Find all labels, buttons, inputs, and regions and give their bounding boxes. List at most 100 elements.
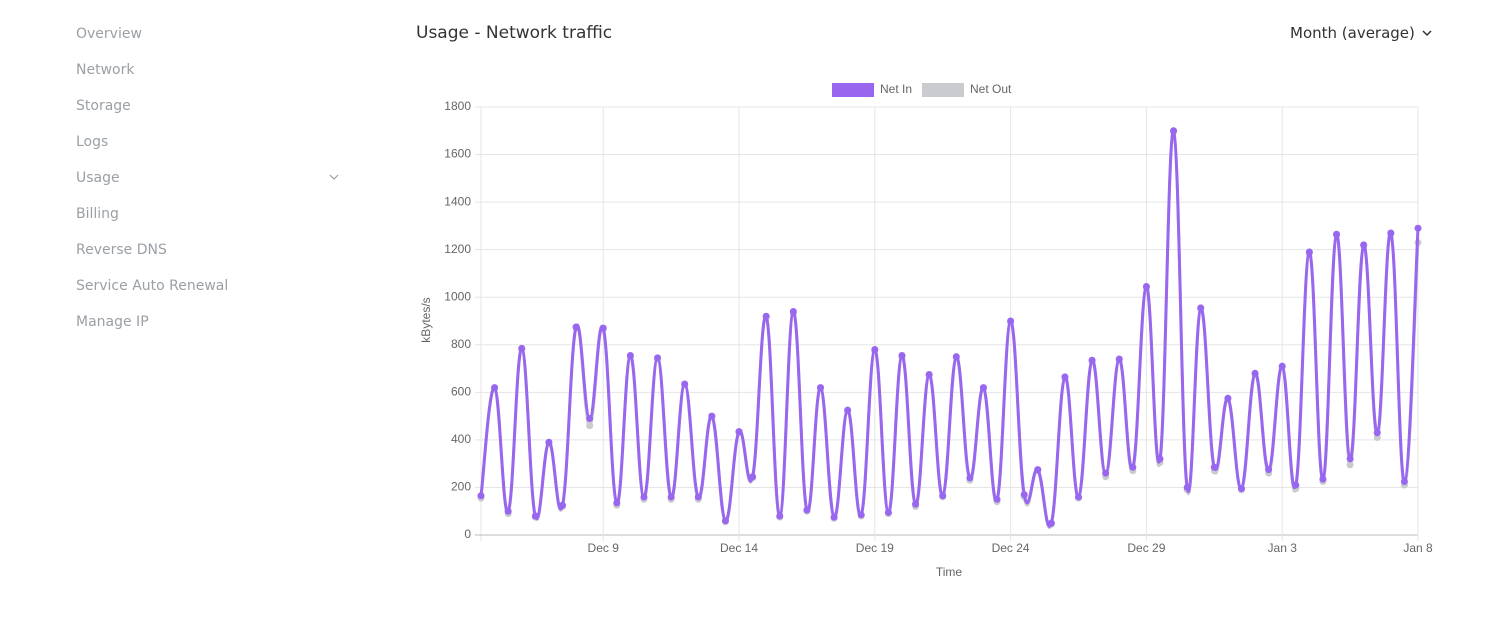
nav-item[interactable]: Overview xyxy=(76,26,346,62)
data-point xyxy=(993,495,1001,503)
nav-label[interactable]: Network xyxy=(76,62,135,78)
y-tick-label: 1000 xyxy=(444,289,471,303)
nav-item[interactable]: Reverse DNS xyxy=(76,242,346,278)
x-tick-label: Dec 24 xyxy=(992,541,1030,555)
data-point xyxy=(1346,455,1354,463)
nav-label[interactable]: Overview xyxy=(76,26,142,42)
data-point xyxy=(898,351,906,359)
data-point xyxy=(1007,317,1015,325)
data-point xyxy=(708,412,716,420)
data-point xyxy=(884,508,892,516)
data-point xyxy=(952,353,960,361)
x-tick-label: Dec 9 xyxy=(588,541,620,555)
data-point xyxy=(1102,469,1110,477)
data-point xyxy=(979,384,987,392)
data-point xyxy=(599,324,607,332)
data-point xyxy=(586,414,594,422)
dropdown-chevron[interactable] xyxy=(1421,28,1433,38)
y-tick-label: 600 xyxy=(451,385,471,399)
legend-label: Net In xyxy=(880,82,912,96)
nav-item[interactable]: Network xyxy=(76,62,346,98)
data-point xyxy=(1251,369,1259,377)
data-point xyxy=(749,473,757,481)
data-point xyxy=(857,511,865,519)
data-point xyxy=(1387,229,1395,237)
data-point xyxy=(939,492,947,500)
data-point xyxy=(491,384,499,392)
submenu-chevron[interactable] xyxy=(328,172,340,182)
data-point xyxy=(1333,230,1341,238)
nav-item[interactable]: Usage xyxy=(76,170,346,206)
legend-label: Net Out xyxy=(970,82,1012,96)
data-point xyxy=(925,371,933,378)
data-point xyxy=(1197,304,1205,312)
nav-label[interactable]: Service Auto Renewal xyxy=(76,278,229,294)
data-point xyxy=(545,438,553,446)
nav-label[interactable]: Reverse DNS xyxy=(76,242,167,258)
data-point xyxy=(1224,394,1232,402)
data-point xyxy=(912,500,920,508)
data-point xyxy=(721,517,729,525)
data-point xyxy=(1061,373,1069,381)
period-select[interactable]: Month (average) xyxy=(1290,24,1415,42)
data-point xyxy=(613,499,621,507)
data-point xyxy=(518,344,526,352)
nav-item[interactable]: Manage IP xyxy=(76,314,346,350)
data-point xyxy=(1305,248,1313,256)
x-tick-label: Jan 8 xyxy=(1403,541,1433,555)
nav-item[interactable]: Billing xyxy=(76,206,346,242)
data-point xyxy=(762,312,770,320)
data-point xyxy=(572,323,580,331)
data-point xyxy=(1265,466,1273,474)
nav-label[interactable]: Logs xyxy=(76,134,109,150)
data-point xyxy=(1170,127,1178,135)
data-point xyxy=(1319,475,1327,483)
data-point xyxy=(1210,463,1218,471)
data-point xyxy=(1237,485,1245,493)
data-point xyxy=(803,506,811,514)
y-tick-label: 800 xyxy=(451,337,471,351)
x-tick-label: Dec 19 xyxy=(856,541,894,555)
nav-label[interactable]: Storage xyxy=(76,98,131,114)
nav-item[interactable]: Service Auto Renewal xyxy=(76,278,346,314)
data-point xyxy=(1156,455,1164,463)
data-point xyxy=(1292,481,1300,489)
y-tick-label: 0 xyxy=(464,527,471,541)
series-line xyxy=(479,129,1420,528)
data-point xyxy=(1115,355,1123,363)
nav-item[interactable]: Logs xyxy=(76,134,346,170)
data-point xyxy=(844,406,852,414)
x-tick-label: Jan 3 xyxy=(1268,541,1298,555)
data-point xyxy=(667,493,675,501)
data-point xyxy=(1373,429,1381,437)
nav-item[interactable]: Storage xyxy=(76,98,346,134)
data-point xyxy=(776,512,784,520)
y-tick-label: 400 xyxy=(451,432,471,446)
legend-swatch xyxy=(922,83,965,97)
y-axis-label: kBytes/s xyxy=(419,297,433,342)
data-point xyxy=(1020,491,1028,499)
nav-label[interactable]: Usage xyxy=(76,170,120,186)
data-point xyxy=(1075,493,1083,501)
nav-label[interactable]: Billing xyxy=(76,206,119,222)
data-point xyxy=(871,346,879,354)
page-title: Usage - Network traffic xyxy=(416,23,613,43)
data-point xyxy=(1047,519,1055,527)
y-tick-label: 1200 xyxy=(444,242,471,256)
data-point xyxy=(1183,483,1191,491)
nav-label[interactable]: Manage IP xyxy=(76,314,149,330)
x-tick-label: Dec 14 xyxy=(720,541,758,555)
legend-swatch xyxy=(832,83,874,97)
data-point xyxy=(1414,224,1422,232)
data-point xyxy=(1129,463,1137,471)
data-point xyxy=(789,307,797,315)
data-point xyxy=(735,428,743,436)
data-point xyxy=(626,351,634,359)
data-point xyxy=(531,512,539,520)
data-point xyxy=(1400,478,1408,485)
data-point xyxy=(694,493,702,501)
data-point xyxy=(816,384,824,392)
y-tick-label: 200 xyxy=(451,480,471,494)
